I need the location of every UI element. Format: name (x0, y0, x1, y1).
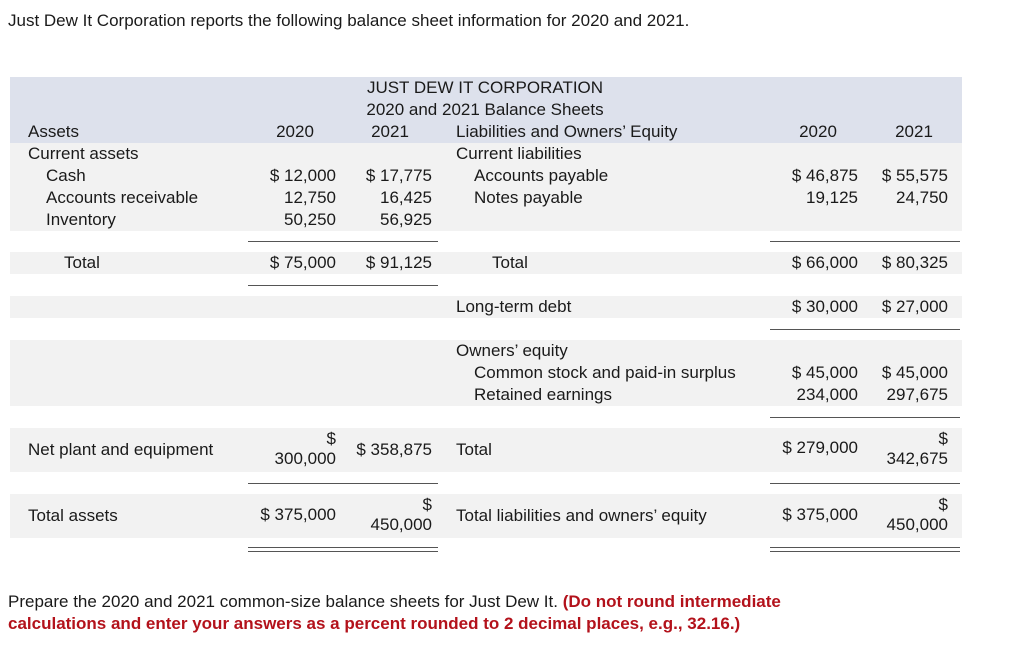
oe-total-rule (770, 483, 960, 484)
np-label: Notes payable (474, 188, 583, 207)
cash-2020: $ 12,000 (269, 166, 336, 185)
inventory-2020: 50,250 (284, 210, 336, 229)
npe-2020-dollar: $ (326, 429, 336, 448)
total-le-2021-dollar: $ (938, 495, 948, 514)
cl-total-2020: $ 66,000 (791, 253, 858, 272)
ca-total-2020: $ 75,000 (269, 253, 336, 272)
oe-total-2021: $ 342,675 (858, 429, 948, 469)
npe-2021: $ 358,875 (356, 440, 432, 459)
ar-2020: 12,750 (284, 188, 336, 207)
liab-year-2020: 2020 (799, 122, 837, 141)
ca-total-2021: $ 91,125 (365, 253, 432, 272)
assets-total-rule (248, 285, 438, 286)
cash-2021: $ 17,775 (365, 166, 432, 185)
ap-2020: $ 46,875 (791, 166, 858, 185)
instructions: Prepare the 2020 and 2021 common-size ba… (8, 591, 788, 635)
band-equity (10, 340, 962, 406)
npe-2020-value: 300,000 (274, 449, 336, 468)
liab-subtotal-rule (770, 241, 960, 242)
current-liabilities-label: Current liabilities (456, 144, 582, 163)
oe-total-label: Total (456, 440, 492, 459)
ar-label: Accounts receivable (46, 188, 199, 207)
ap-2021: $ 55,575 (881, 166, 948, 185)
assets-year-2020: 2020 (276, 122, 314, 141)
instructions-text: Prepare the 2020 and 2021 common-size ba… (8, 592, 563, 611)
table-title: JUST DEW IT CORPORATION (366, 78, 604, 97)
total-assets-2020: $ 375,000 (260, 505, 336, 524)
total-le-double-rule (770, 547, 960, 552)
band-totals (10, 252, 962, 274)
inventory-2021: 56,925 (380, 210, 432, 229)
ltd-label: Long-term debt (456, 297, 572, 316)
header-band (10, 77, 962, 143)
common-stock-label: Common stock and paid-in surplus (474, 363, 736, 382)
ltd-2020: $ 30,000 (791, 297, 858, 316)
instructions-emphasis: (Do not round intermediate calculations … (8, 592, 781, 633)
total-assets-double-rule (248, 547, 438, 552)
common-stock-2020: $ 45,000 (791, 363, 858, 382)
cl-total-label: Total (492, 253, 528, 272)
retained-earnings-2021: 297,675 (886, 385, 948, 404)
assets-header: Assets (28, 122, 80, 141)
ca-total-label: Total (64, 253, 100, 272)
inventory-label: Inventory (46, 210, 116, 229)
total-assets-label: Total assets (28, 506, 118, 525)
cl-total-2021: $ 80,325 (881, 253, 948, 272)
liabilities-header: Liabilities and Owners’ Equity (456, 122, 678, 141)
oe-total-2021-dollar: $ (938, 429, 948, 448)
total-assets-2021-dollar: $ (422, 495, 432, 514)
table-subtitle: 2020 and 2021 Balance Sheets (366, 100, 604, 119)
band-total-assets (10, 494, 962, 538)
npe-2020: $ 300,000 (246, 429, 336, 469)
liab-year-2021: 2021 (895, 122, 933, 141)
total-le-2021-value: 450,000 (886, 515, 948, 534)
total-le-2021: $ 450,000 (858, 495, 948, 535)
oe-total-2020: $ 279,000 (782, 438, 858, 457)
total-le-label: Total liabilities and owners’ equity (456, 506, 707, 525)
ltd-rule (770, 329, 960, 330)
band-current (10, 143, 962, 231)
npe-label: Net plant and equipment (28, 440, 214, 459)
band-ltd (10, 296, 962, 318)
retained-earnings-2020: 234,000 (796, 385, 858, 404)
assets-year-2021: 2021 (371, 122, 409, 141)
owners-equity-label: Owners’ equity (456, 341, 568, 360)
np-2021: 24,750 (896, 188, 948, 207)
current-assets-label: Current assets (28, 144, 139, 163)
np-2020: 19,125 (806, 188, 858, 207)
band-npe (10, 428, 962, 472)
retained-earnings-label: Retained earnings (474, 385, 612, 404)
assets-subtotal-rule (248, 241, 438, 242)
ar-2021: 16,425 (380, 188, 432, 207)
equity-rule (770, 417, 960, 418)
total-le-2020: $ 375,000 (782, 505, 858, 524)
ap-label: Accounts payable (474, 166, 609, 185)
cash-label: Cash (46, 166, 86, 185)
balance-sheet-table: JUST DEW IT CORPORATION 2020 and 2021 Ba… (10, 77, 962, 577)
ltd-2021: $ 27,000 (881, 297, 948, 316)
common-stock-2021: $ 45,000 (881, 363, 948, 382)
problem-intro: Just Dew It Corporation reports the foll… (8, 11, 690, 30)
total-assets-2021: $ 450,000 (340, 495, 432, 535)
total-assets-2021-value: 450,000 (370, 515, 432, 534)
npe-rule (248, 483, 438, 484)
oe-total-2021-value: 342,675 (886, 449, 948, 468)
